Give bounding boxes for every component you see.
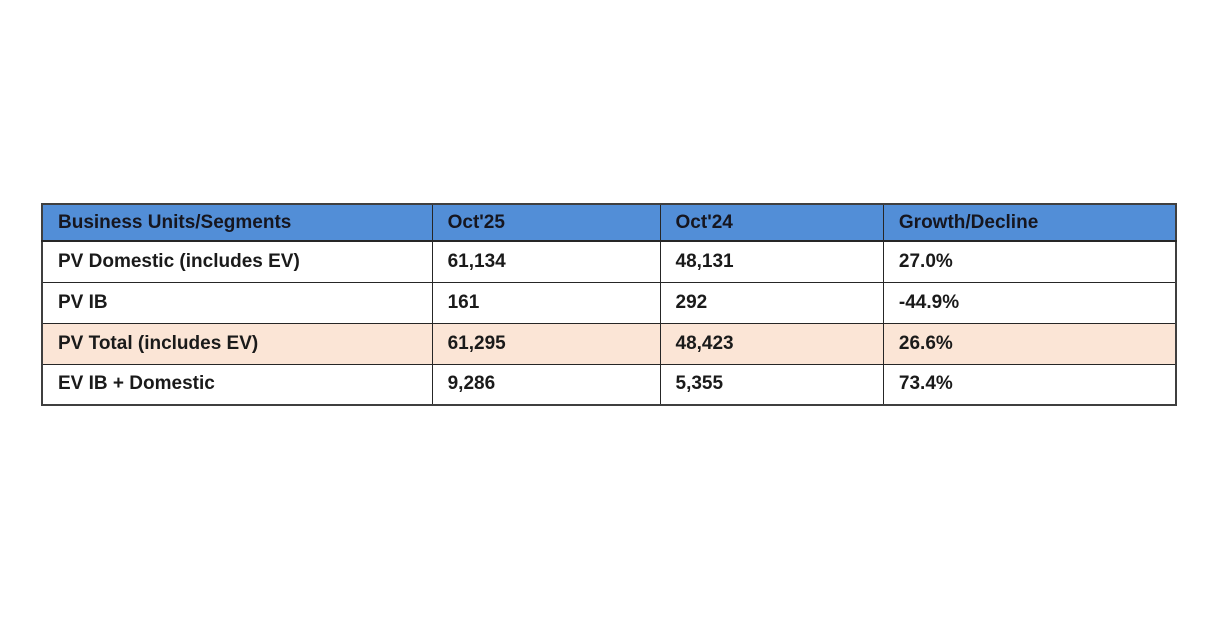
cell-growth-value: 73.4% bbox=[882, 363, 1177, 406]
cell-segment: PV IB bbox=[41, 281, 433, 324]
cell-growth-value: -44.9% bbox=[882, 281, 1177, 324]
sales-comparison-table: Business Units/Segments Oct'25 Oct'24 Gr… bbox=[41, 203, 1177, 406]
table-row-pv-domestic: PV Domestic (includes EV) 61,134 48,131 … bbox=[41, 240, 1177, 283]
cell-oct24-value: 5,355 bbox=[659, 363, 884, 406]
cell-growth-value: 27.0% bbox=[882, 240, 1177, 283]
table-row-pv-ib: PV IB 161 292 -44.9% bbox=[41, 281, 1177, 324]
cell-oct24-value: 48,423 bbox=[659, 322, 884, 365]
column-header-growth-decline: Growth/Decline bbox=[882, 203, 1177, 242]
cell-oct24-value: 292 bbox=[659, 281, 884, 324]
cell-oct25-value: 9,286 bbox=[431, 363, 661, 406]
cell-oct25-value: 161 bbox=[431, 281, 661, 324]
cell-segment: EV IB + Domestic bbox=[41, 363, 433, 406]
cell-growth-value: 26.6% bbox=[882, 322, 1177, 365]
column-header-business-units: Business Units/Segments bbox=[41, 203, 433, 242]
cell-oct24-value: 48,131 bbox=[659, 240, 884, 283]
cell-oct25-value: 61,134 bbox=[431, 240, 661, 283]
column-header-oct25: Oct'25 bbox=[431, 203, 661, 242]
cell-oct25-value: 61,295 bbox=[431, 322, 661, 365]
table-row-pv-total-highlighted: PV Total (includes EV) 61,295 48,423 26.… bbox=[41, 322, 1177, 365]
column-header-oct24: Oct'24 bbox=[659, 203, 884, 242]
cell-segment: PV Total (includes EV) bbox=[41, 322, 433, 365]
table-header-row: Business Units/Segments Oct'25 Oct'24 Gr… bbox=[41, 203, 1177, 242]
cell-segment: PV Domestic (includes EV) bbox=[41, 240, 433, 283]
table-row-ev-ib-domestic: EV IB + Domestic 9,286 5,355 73.4% bbox=[41, 363, 1177, 406]
